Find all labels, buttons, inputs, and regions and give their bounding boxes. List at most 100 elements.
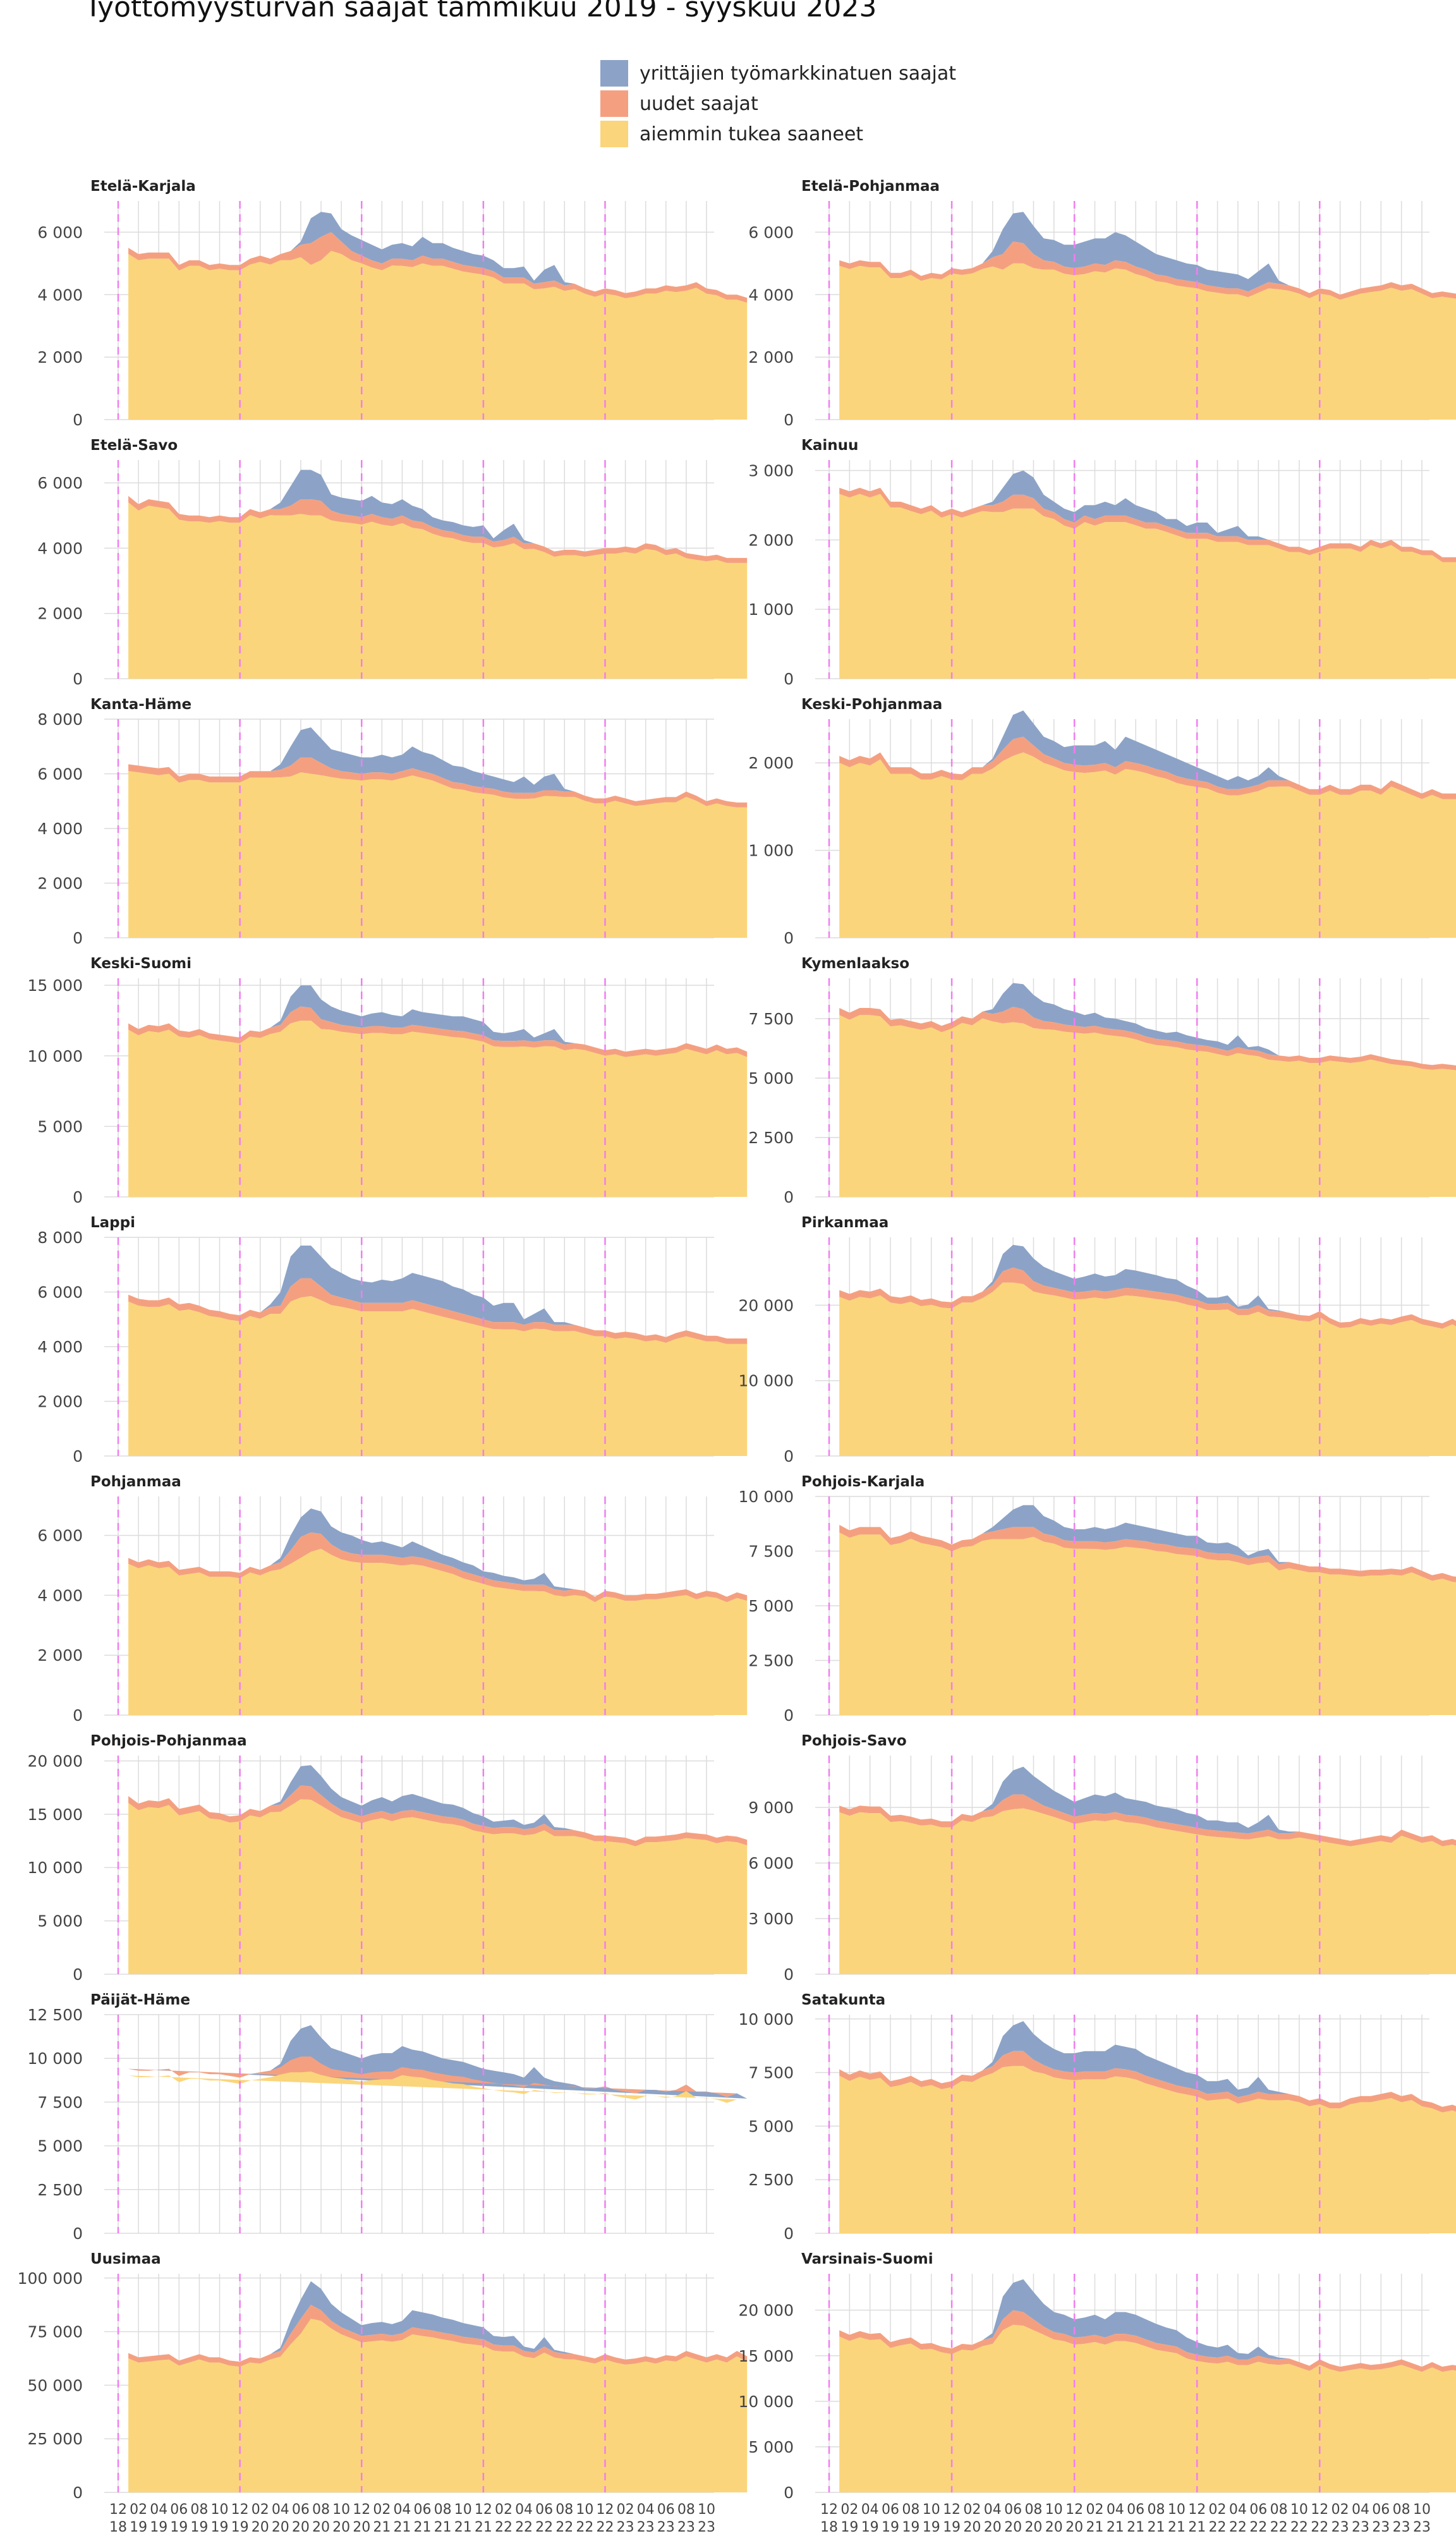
area-new-recipients <box>128 1785 748 1847</box>
y-tick-label: 3 000 <box>748 1910 794 1928</box>
page-title: Työttömyysturvan saajat tammikuu 2019 - … <box>85 0 877 23</box>
x-tick-label: 21 <box>475 2520 492 2535</box>
area-previous-recipients <box>839 1808 1456 1974</box>
x-tick-label: 22 <box>495 2520 513 2535</box>
area-entrepreneurs <box>839 2021 1456 2107</box>
y-tick-label: 7 500 <box>748 2064 794 2082</box>
x-tick-label: 20 <box>1004 2520 1022 2535</box>
x-tick-label: 08 <box>1393 2502 1410 2518</box>
y-tick-label: 4 000 <box>748 286 794 304</box>
x-tick-label: 12 <box>1311 2502 1328 2518</box>
x-tick-label: 21 <box>454 2520 472 2535</box>
x-tick-label: 23 <box>1393 2520 1410 2535</box>
area-new-recipients <box>839 2310 1456 2372</box>
panel-title: Keski-Pohjanmaa <box>801 696 942 713</box>
y-tick-label: 5 000 <box>37 2137 83 2156</box>
y-tick-label: 5 000 <box>748 2117 794 2135</box>
panel-pirkanmaa: Pirkanmaa 0 10 000 20 000 <box>739 1215 1456 1465</box>
panel-title: Varsinais-Suomi <box>801 2251 933 2267</box>
x-tick-label: 02 <box>495 2502 513 2518</box>
x-tick-label: 22 <box>555 2520 573 2535</box>
x-tick-label: 10 <box>698 2502 715 2518</box>
y-tick-label: 6 000 <box>37 223 83 241</box>
area-previous-recipients <box>839 2324 1456 2492</box>
x-tick-label: 23 <box>1413 2520 1431 2535</box>
x-tick-label: 06 <box>535 2502 553 2518</box>
panel-etelä-savo: Etelä-Savo 0 2 000 4 000 6 000 <box>37 437 748 688</box>
x-tick-label: 20 <box>963 2520 981 2535</box>
x-tick-label: 04 <box>1352 2502 1369 2518</box>
y-tick-label: 0 <box>73 2224 83 2243</box>
x-tick-label: 08 <box>555 2502 573 2518</box>
y-tick-label: 2 500 <box>37 2181 83 2199</box>
area-new-recipients <box>128 2305 748 2367</box>
y-tick-label: 5 000 <box>37 1912 83 1931</box>
x-tick-label: 19 <box>861 2520 879 2535</box>
x-tick-label: 21 <box>1188 2520 1206 2535</box>
panel-title: Päijät-Häme <box>90 1992 190 2008</box>
area-new-recipients <box>839 1267 1456 1329</box>
x-tick-label: 19 <box>923 2520 940 2535</box>
x-tick-label: 21 <box>1168 2520 1186 2535</box>
x-tick-label: 22 <box>576 2520 593 2535</box>
x-tick-label: 21 <box>414 2520 432 2535</box>
x-tick-label: 02 <box>1086 2502 1103 2518</box>
x-tick-label: 19 <box>882 2520 899 2535</box>
y-tick-label: 0 <box>784 2224 794 2243</box>
area-entrepreneurs <box>128 727 748 803</box>
x-tick-label: 04 <box>1107 2502 1124 2518</box>
x-tick-label: 23 <box>1332 2520 1349 2535</box>
x-tick-label: 22 <box>1290 2520 1308 2535</box>
x-tick-label: 06 <box>882 2502 899 2518</box>
x-tick-label: 19 <box>902 2520 919 2535</box>
x-tick-label: 10 <box>923 2502 940 2518</box>
panel-title: Pohjois-Karjala <box>801 1474 925 1490</box>
x-tick-label: 23 <box>1372 2520 1390 2535</box>
x-tick-label: 08 <box>434 2502 452 2518</box>
x-tick-label: 04 <box>515 2502 533 2518</box>
x-tick-label: 20 <box>353 2520 370 2535</box>
area-entrepreneurs <box>839 1766 1456 1841</box>
area-new-recipients <box>839 2051 1456 2113</box>
area-new-recipients <box>839 736 1456 799</box>
y-tick-label: 15 000 <box>739 2347 794 2365</box>
area-previous-recipients <box>839 1532 1456 1715</box>
x-tick-label: 08 <box>1024 2502 1042 2518</box>
panel-title: Uusimaa <box>90 2251 161 2267</box>
x-tick-label: 04 <box>1229 2502 1247 2518</box>
area-previous-recipients <box>128 502 748 679</box>
x-tick-label: 06 <box>1249 2502 1267 2518</box>
panel-etelä-pohjanmaa: Etelä-Pohjanmaa 0 2 000 4 000 6 000 <box>748 178 1456 429</box>
x-tick-label: 19 <box>943 2520 961 2535</box>
panel-title: Satakunta <box>801 1992 885 2008</box>
area-entrepreneurs <box>839 470 1456 557</box>
x-tick-label: 21 <box>1107 2520 1124 2535</box>
panel-title: Pirkanmaa <box>801 1215 889 1231</box>
legend-label-entrepreneurs: yrittäjien työmarkkinatuen saajat <box>640 62 956 85</box>
x-tick-label: 22 <box>515 2520 533 2535</box>
y-tick-label: 7 500 <box>748 1010 794 1028</box>
legend-item-entrepreneurs: yrittäjien työmarkkinatuen saajat <box>600 58 956 88</box>
x-tick-label: 21 <box>373 2520 391 2535</box>
x-tick-label: 06 <box>170 2502 188 2518</box>
legend-swatch-entrepreneurs <box>600 60 628 87</box>
area-previous-recipients <box>128 1296 748 1456</box>
area-previous-recipients <box>839 1015 1456 1197</box>
y-tick-label: 0 <box>73 1706 83 1725</box>
y-tick-label: 50 000 <box>28 2376 83 2394</box>
area-new-recipients <box>839 487 1456 562</box>
x-tick-label: 10 <box>1413 2502 1431 2518</box>
x-tick-label: 02 <box>963 2502 981 2518</box>
y-tick-label: 20 000 <box>739 2302 794 2320</box>
y-tick-label: 2 000 <box>37 1646 83 1665</box>
x-tick-label: 22 <box>1209 2520 1227 2535</box>
area-new-recipients <box>128 1278 748 1344</box>
x-tick-label: 02 <box>130 2502 147 2518</box>
y-tick-label: 2 500 <box>748 2171 794 2189</box>
x-tick-label: 23 <box>657 2520 675 2535</box>
y-tick-label: 10 000 <box>739 1372 794 1390</box>
y-tick-label: 0 <box>784 1706 794 1725</box>
area-entrepreneurs <box>128 1765 748 1841</box>
panel-keski-pohjanmaa: Keski-Pohjanmaa 0 1 000 2 000 <box>748 696 1456 947</box>
